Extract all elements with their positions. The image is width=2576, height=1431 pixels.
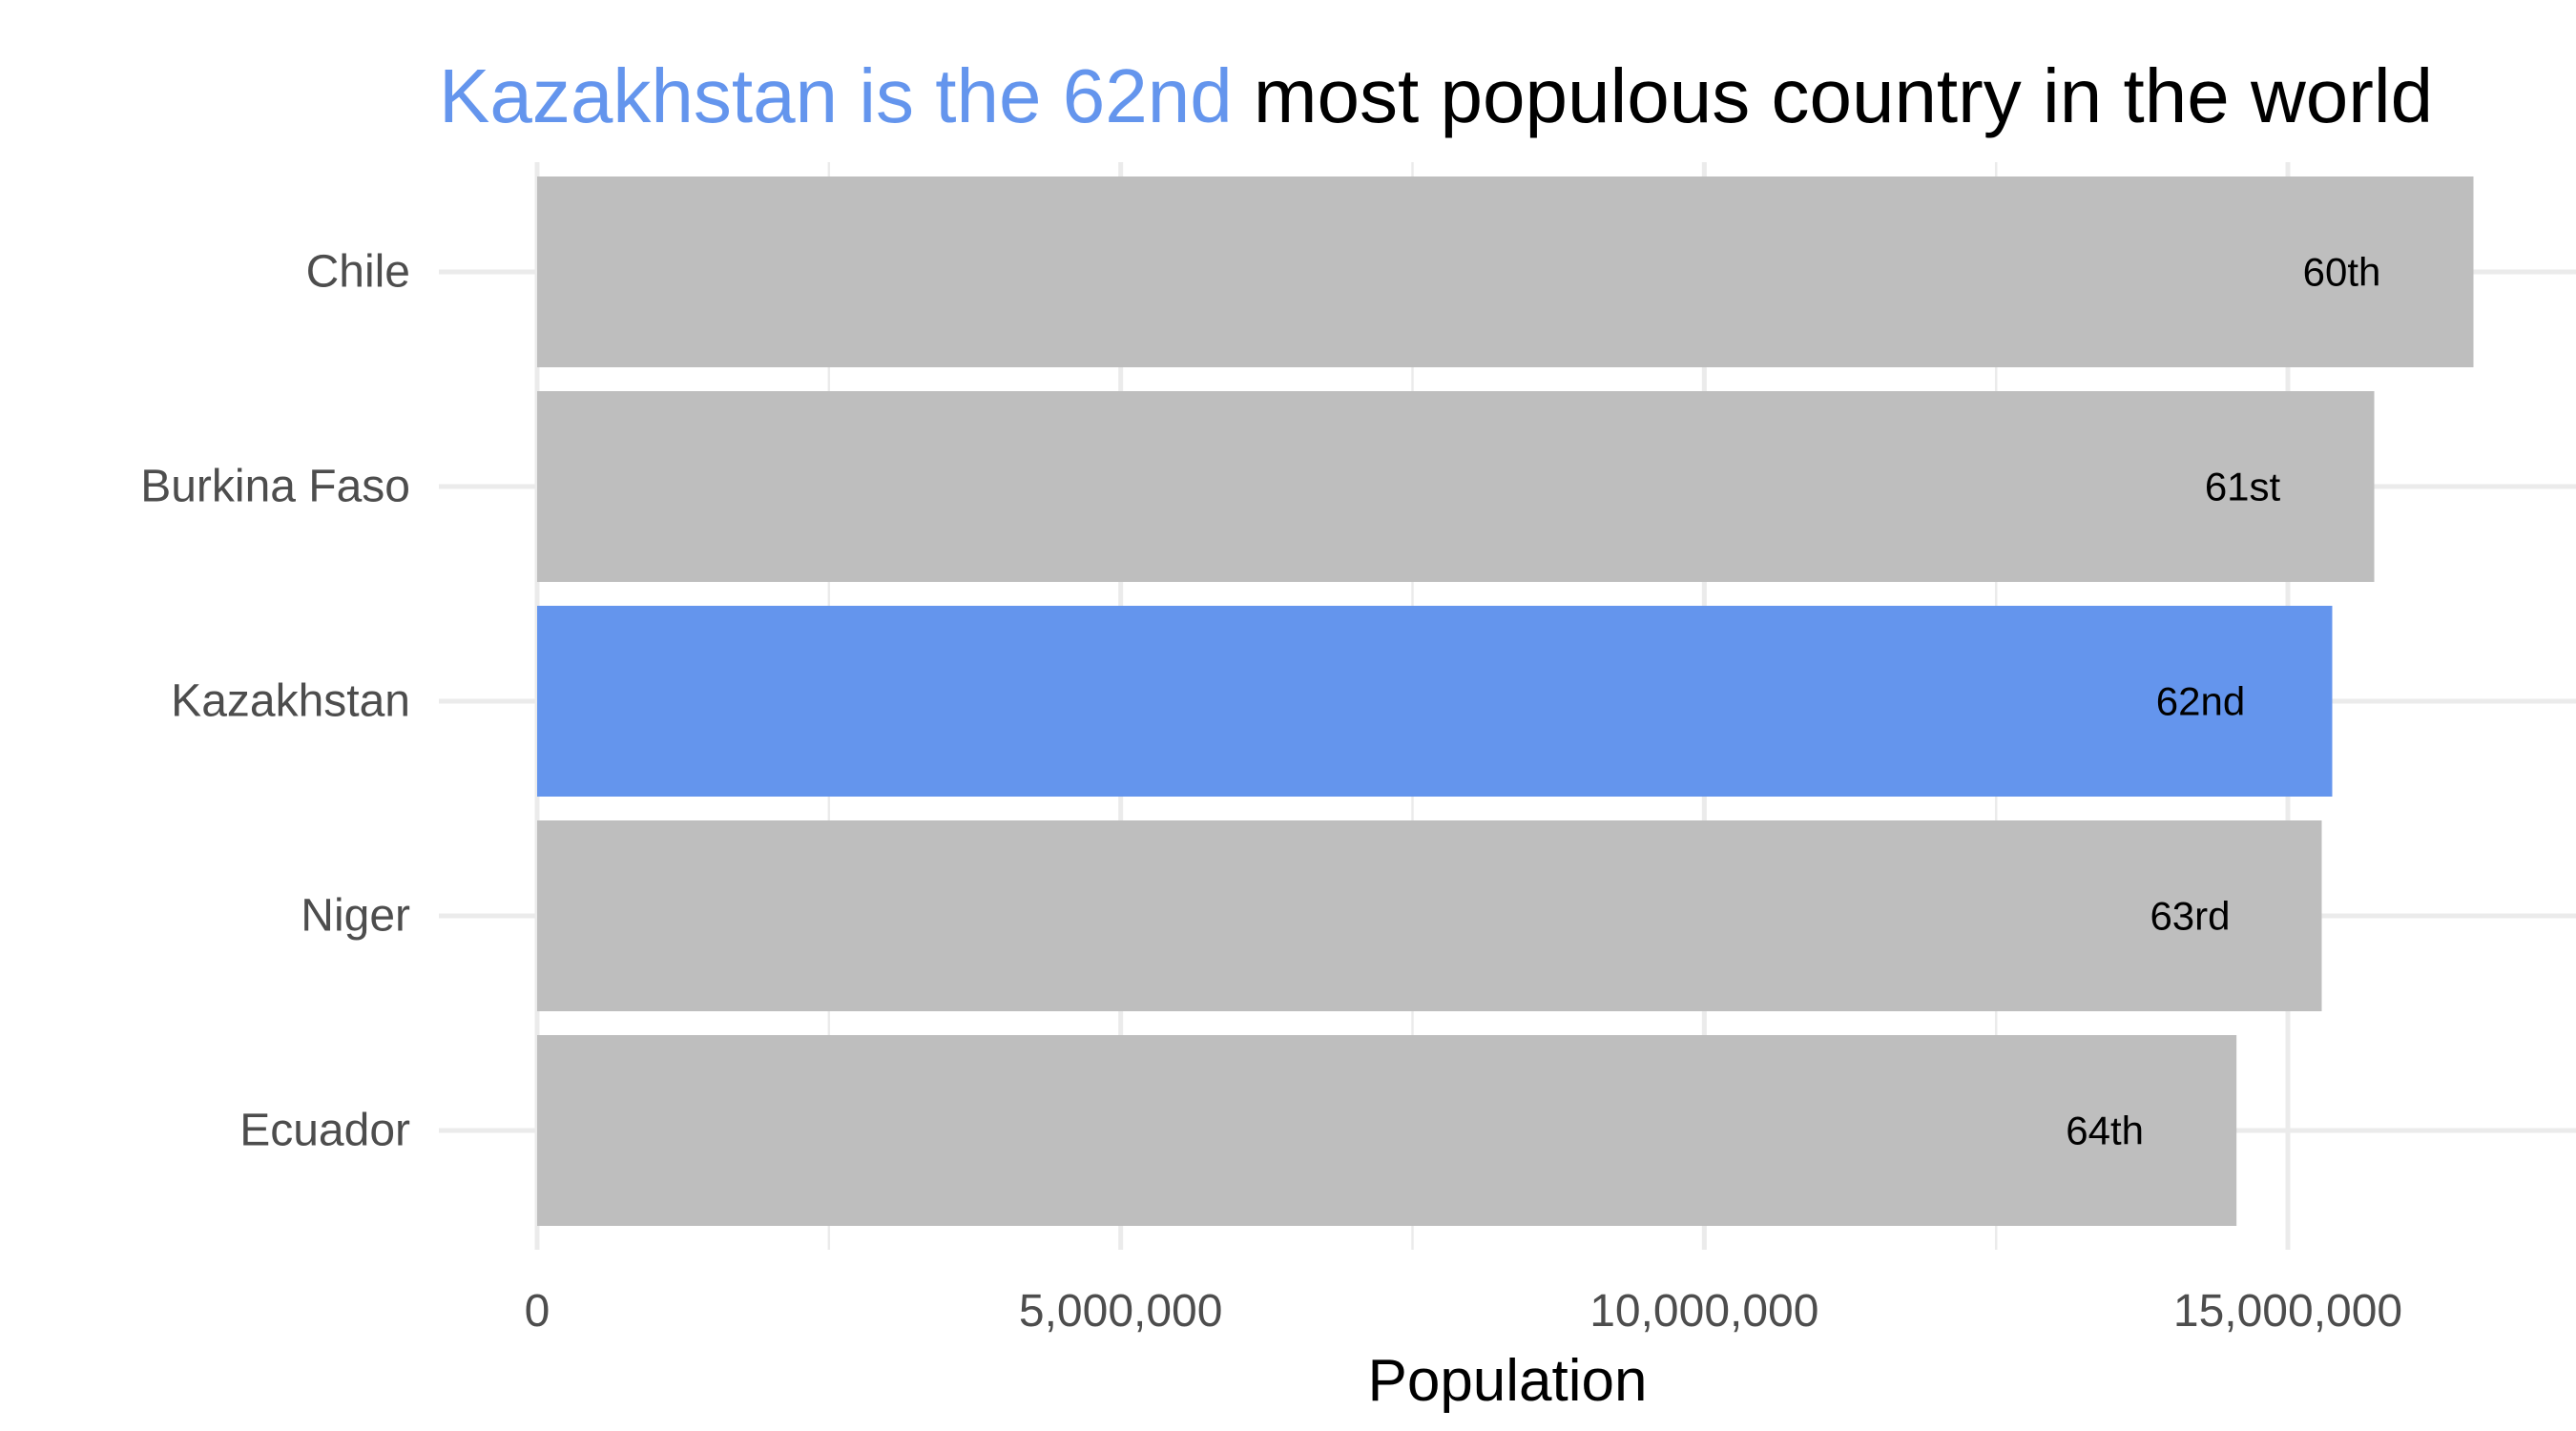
bar-chile — [537, 176, 2474, 367]
bar-burkina-faso — [537, 391, 2375, 582]
y-tick-label: Burkina Faso — [140, 462, 410, 512]
bar-ecuador — [537, 1035, 2237, 1226]
bar-rank-label: 64th — [2066, 1109, 2144, 1153]
chart-title-rest: most populous country in the world — [1233, 53, 2433, 138]
x-tick-label: 0 — [525, 1286, 551, 1337]
y-tick-label: Niger — [301, 891, 410, 942]
x-tick-label: 10,000,000 — [1589, 1286, 1818, 1337]
chart-title-highlight: Kazakhstan is the 62nd — [439, 53, 1233, 138]
y-tick-label: Ecuador — [239, 1106, 410, 1156]
bar-rank-label: 61st — [2205, 465, 2281, 509]
bar-layer — [537, 176, 2474, 1226]
bar-kazakhstan — [537, 606, 2333, 797]
x-axis-title: Population — [1367, 1348, 1647, 1414]
y-tick-label: Chile — [306, 247, 410, 298]
axis-layer: Chile Burkina Faso Kazakhstan Niger Ecuador 0… — [140, 247, 2402, 1338]
bar-rank-label: 62nd — [2156, 679, 2245, 724]
label-layer: 60th 61st 62nd 63rd 64th — [2066, 250, 2380, 1153]
x-tick-label: 5,000,000 — [1019, 1286, 1223, 1337]
chart-title: Kazakhstan is the 62nd most populous cou… — [439, 53, 2433, 138]
bar-niger — [537, 820, 2322, 1011]
y-tick-label: Kazakhstan — [171, 676, 410, 727]
bar-rank-label: 63rd — [2150, 894, 2230, 939]
bar-rank-label: 60th — [2303, 250, 2381, 295]
x-tick-label: 15,000,000 — [2173, 1286, 2402, 1337]
